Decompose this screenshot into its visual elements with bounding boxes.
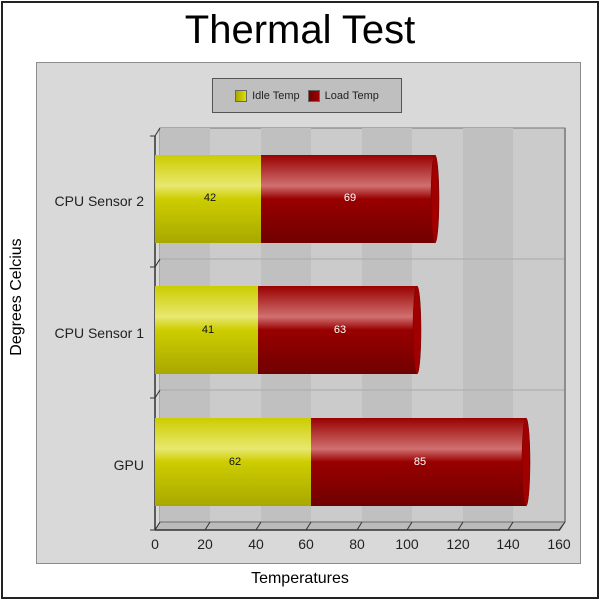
legend-swatch-load [307,89,320,102]
x-tick: 140 [496,536,520,552]
x-tick: 60 [298,536,314,552]
data-label: 41 [201,324,215,336]
legend-label-idle: Idle Temp [252,89,300,102]
data-label: 85 [413,456,427,468]
legend-item-idle: Idle Temp [235,89,300,102]
y-axis-label: Degrees Celcius [8,238,25,356]
category-label: CPU Sensor 2 [54,193,144,209]
category-label: GPU [113,457,144,473]
x-tick: 80 [349,536,365,552]
category-label: CPU Sensor 1 [54,325,144,341]
x-tick: 100 [395,536,419,552]
x-tick: 0 [151,536,159,552]
chart-title: Thermal Test [184,8,416,52]
legend: Idle Temp Load Temp [212,78,402,113]
x-tick: 160 [547,536,571,552]
legend-swatch-idle [235,89,248,102]
data-label: 62 [228,456,242,468]
data-label: 69 [343,192,357,204]
bar-group-cpu-sensor-1 [155,285,422,375]
data-label: 63 [333,324,347,336]
legend-label-load: Load Temp [324,89,379,102]
x-tick: 20 [197,536,213,552]
x-tick: 120 [446,536,470,552]
bar-group-gpu [155,417,531,507]
bar-group-cpu-sensor-2 [155,154,440,244]
x-axis-label: Temperatures [251,570,349,587]
data-label: 42 [203,192,217,204]
x-tick: 40 [248,536,264,552]
legend-item-load: Load Temp [307,89,379,102]
